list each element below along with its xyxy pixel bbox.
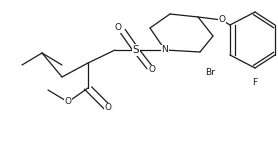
Text: O: O (105, 104, 111, 113)
Text: O: O (115, 24, 121, 33)
Text: O: O (64, 97, 71, 106)
Text: Br: Br (205, 67, 215, 77)
Text: O: O (219, 16, 225, 24)
Text: N: N (162, 46, 168, 55)
Text: S: S (133, 45, 139, 55)
Text: O: O (148, 66, 155, 75)
Text: F: F (252, 78, 257, 87)
